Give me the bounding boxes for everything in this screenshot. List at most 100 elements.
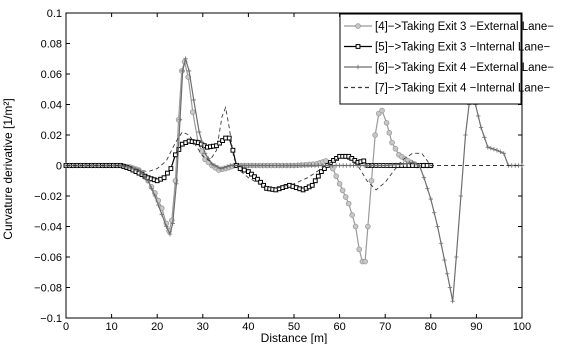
plus-marker <box>139 171 145 176</box>
square-marker <box>220 138 225 143</box>
legend-label: [7]−>Taking Exit 4 −Internal Lane− <box>375 83 550 95</box>
x-tick-label: 20 <box>151 321 163 333</box>
plus-marker <box>180 68 185 74</box>
plus-marker <box>458 193 464 199</box>
square-marker <box>230 147 236 153</box>
x-tick-label: 60 <box>333 321 345 333</box>
plus-marker <box>478 125 484 130</box>
legend-label: [4]−>Taking Exit 3 −External Lane− <box>375 21 554 33</box>
circle-marker <box>198 148 205 154</box>
square-marker <box>309 182 315 188</box>
circle-marker <box>345 200 352 207</box>
plus-marker <box>417 163 422 168</box>
plus-marker <box>435 224 440 229</box>
circle-marker <box>362 258 368 265</box>
x-tick-label: 90 <box>470 321 482 333</box>
plus-marker <box>476 113 481 119</box>
plus-marker <box>209 161 215 167</box>
y-tick-label: −0.04 <box>34 222 62 234</box>
circle-marker <box>349 212 355 218</box>
circle-marker <box>368 177 375 184</box>
x-tick-label: 100 <box>513 321 531 333</box>
series-7 <box>66 105 522 191</box>
x-tick-label: 30 <box>197 321 209 333</box>
square-marker <box>312 178 318 184</box>
square-marker <box>361 158 367 164</box>
circle-marker <box>355 23 361 29</box>
legend-entry: [7]−>Taking Exit 4 −Internal Lane− <box>344 83 550 95</box>
axis-ticks: 0 10 20 30 40 50 60 70 80 90 100 −0.1 −0.08 −0.06 −0.0… <box>34 8 531 333</box>
x-tick-label: 50 <box>288 321 300 333</box>
y-tick-label: −0.08 <box>34 283 62 295</box>
plus-marker <box>445 271 450 276</box>
x-axis-label: Distance [m] <box>261 331 328 344</box>
plus-marker <box>442 257 447 263</box>
square-marker <box>173 152 178 158</box>
circle-marker <box>389 139 395 146</box>
square-marker <box>255 176 260 182</box>
plus-marker <box>485 145 490 150</box>
plus-marker <box>491 147 497 152</box>
plus-marker <box>196 129 202 135</box>
plus-marker <box>488 146 494 151</box>
plus-marker <box>183 56 188 61</box>
circle-marker <box>386 129 393 136</box>
plus-marker <box>224 164 230 169</box>
plus-marker <box>425 186 430 191</box>
plus-marker <box>407 160 412 166</box>
plus-marker <box>482 135 487 140</box>
plus-marker <box>159 212 164 217</box>
plus-marker <box>167 231 173 237</box>
plus-marker <box>450 299 455 304</box>
square-marker <box>161 175 167 181</box>
square-marker <box>252 174 257 180</box>
y-tick-label: 0.02 <box>41 130 62 142</box>
circle-marker <box>342 194 349 200</box>
circle-marker <box>356 246 363 253</box>
plus-marker <box>221 165 227 170</box>
plus-marker <box>164 224 169 229</box>
square-marker <box>249 171 254 177</box>
y-tick-label: −0.06 <box>34 252 62 264</box>
circle-marker <box>392 145 399 152</box>
plus-marker <box>463 132 468 138</box>
circle-marker <box>339 187 346 194</box>
y-tick-label: 0 <box>56 161 62 173</box>
circle-marker <box>189 109 196 115</box>
y-tick-label: 0.1 <box>47 8 62 20</box>
x-tick-label: 70 <box>379 321 391 333</box>
x-tick-label: 80 <box>425 321 437 333</box>
plus-marker <box>174 181 179 186</box>
plus-marker <box>498 149 503 154</box>
plus-marker <box>156 202 161 208</box>
plus-marker <box>501 151 506 156</box>
y-tick-label: 0.08 <box>41 39 62 51</box>
circle-marker <box>336 181 343 187</box>
plus-marker <box>428 196 433 202</box>
plus-marker <box>149 186 154 191</box>
plus-marker <box>152 193 158 199</box>
plus-marker <box>212 163 218 168</box>
legend-box <box>339 13 522 105</box>
plus-marker <box>432 210 437 215</box>
square-marker <box>214 143 219 149</box>
legend-entry: [6]−>Taking Exit 4 −External Lane− <box>344 62 554 74</box>
plus-marker <box>494 148 500 153</box>
plus-marker <box>215 164 221 170</box>
circle-marker <box>365 223 371 230</box>
plus-marker <box>355 64 361 70</box>
y-tick-label: −0.02 <box>34 191 62 203</box>
legend-entry: [4]−>Taking Exit 3 −External Lane− <box>344 21 554 33</box>
square-marker <box>165 170 170 176</box>
square-marker <box>246 169 251 174</box>
y-axis-label: Curvature derivative [1/m²] <box>1 98 15 239</box>
circle-marker <box>383 120 390 126</box>
circle-marker <box>352 223 359 230</box>
x-tick-label: 10 <box>105 321 117 333</box>
square-marker <box>315 173 321 179</box>
plus-marker <box>199 140 205 145</box>
x-tick-label: 40 <box>242 321 254 333</box>
legend: [4]−>Taking Exit 3 −External Lane− [5]−>T… <box>339 13 554 105</box>
plus-marker <box>170 221 175 226</box>
plus-marker <box>218 166 224 171</box>
